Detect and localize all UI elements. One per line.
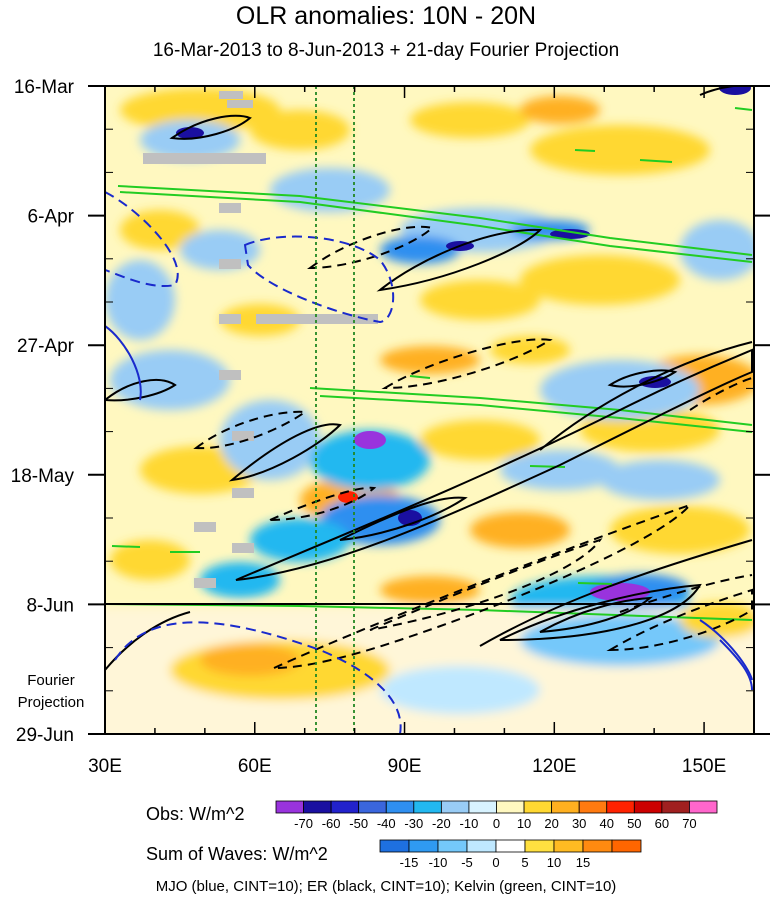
y-tick-label: 16-Mar	[14, 77, 75, 98]
colorbar-swatch	[408, 839, 439, 853]
colorbar-tick-label: -15	[400, 855, 419, 870]
plot-area	[105, 86, 754, 734]
colorbar-tick-label: -30	[404, 816, 423, 831]
x-tick-label: 150E	[682, 756, 726, 777]
footer-legend: MJO (blue, CINT=10); ER (black, CINT=10)…	[155, 878, 617, 895]
colorbar-tick-label: 10	[517, 816, 531, 831]
colorbar-swatch	[633, 800, 663, 814]
y-tick-label: 8-Jun	[26, 595, 74, 616]
colorbar-tick-label: -10	[429, 855, 448, 870]
colorbar-swatch	[496, 800, 525, 814]
colorbar-tick-label: 5	[521, 855, 528, 870]
mjo-contours	[105, 191, 402, 734]
x-tick-label: 30E	[88, 756, 122, 777]
er-contours	[105, 86, 753, 671]
colorbar-tick-label: -50	[349, 816, 368, 831]
colorbar-tick-label: 30	[572, 816, 586, 831]
y-tick-label: 6-Apr	[28, 207, 75, 228]
colorbar-tick-label: 0	[492, 855, 499, 870]
colorbar-swatch	[611, 839, 642, 853]
colorbar-tick-label: 10	[547, 855, 561, 870]
colorbar-swatch	[413, 800, 442, 814]
colorbar-tick-label: 70	[682, 816, 696, 831]
reference-lines	[315, 86, 355, 734]
colorbar-tick-label: 20	[544, 816, 558, 831]
colorbar-swatch	[437, 839, 468, 853]
waves-colorbar: -15 -10 -5 0 5 10 15	[379, 839, 642, 870]
colorbar-tick-label: -20	[432, 816, 451, 831]
colorbar-swatch	[440, 800, 470, 814]
obs-colorbar: -70 -60 -50 -40 -30 -20 -10 0 10 20 30 40 50 60 70	[275, 800, 718, 831]
er-negative-contours	[193, 225, 753, 669]
mjo-positive-contours	[105, 325, 753, 691]
chart-title: OLR anomalies: 10N - 20N	[235, 2, 537, 30]
y-tick-label: 18-May	[11, 466, 75, 487]
colorbar-tick-label: -60	[322, 816, 341, 831]
colorbar-swatch	[582, 839, 613, 853]
colorbar-swatch	[466, 839, 497, 853]
colorbar-tick-label: 60	[655, 816, 669, 831]
colorbar-swatch	[468, 800, 497, 814]
colorbar-swatch	[689, 800, 718, 814]
colorbar-tick-label: 15	[576, 855, 590, 870]
x-axis: 30E 60E 90E 120E 150E	[88, 86, 755, 777]
colorbar-tick-label: -10	[460, 816, 479, 831]
plot-frame	[104, 85, 755, 735]
colorbar-swatch	[303, 800, 332, 814]
waves-colorbar-label: Sum of Waves: W/m^2	[146, 844, 328, 864]
colorbar-swatch	[578, 800, 608, 814]
y-tick-label: 29-Jun	[16, 725, 74, 746]
colorbar-swatch	[385, 800, 415, 814]
colorbar-tick-label: 0	[493, 816, 500, 831]
colorbar-swatch	[330, 800, 360, 814]
x-tick-label: 60E	[238, 756, 272, 777]
colorbar-tick-label: 40	[600, 816, 614, 831]
x-tick-label: 90E	[388, 756, 422, 777]
obs-colorbar-label: Obs: W/m^2	[146, 804, 245, 824]
fourier-label-line2: Projection	[17, 694, 85, 711]
colorbar-swatch	[358, 800, 387, 814]
fourier-label-line1: Fourier	[27, 672, 75, 689]
colorbar-tick-label: -5	[461, 855, 473, 870]
colorbar-swatch	[379, 839, 410, 853]
colorbar-tick-label: -70	[294, 816, 313, 831]
colorbar-tick-label: -40	[377, 816, 396, 831]
colorbar-swatch	[275, 800, 304, 814]
colorbar-swatch	[553, 839, 584, 853]
missing-data	[143, 91, 378, 588]
colorbar-tick-label: 50	[627, 816, 641, 831]
x-tick-label: 120E	[532, 756, 576, 777]
colorbar-swatch	[523, 800, 553, 814]
colorbar-swatch	[661, 800, 690, 814]
colorbar-swatch	[524, 839, 555, 853]
colorbar-swatch	[606, 800, 635, 814]
y-tick-label: 27-Apr	[17, 336, 75, 357]
colorbar-swatch	[495, 839, 526, 853]
y-axis: 16-Mar 6-Apr 27-Apr 18-May 8-Jun 29-Jun	[11, 77, 770, 746]
colorbar-swatch	[551, 800, 580, 814]
chart-subtitle: 16-Mar-2013 to 8-Jun-2013 + 21-day Fouri…	[152, 40, 620, 61]
